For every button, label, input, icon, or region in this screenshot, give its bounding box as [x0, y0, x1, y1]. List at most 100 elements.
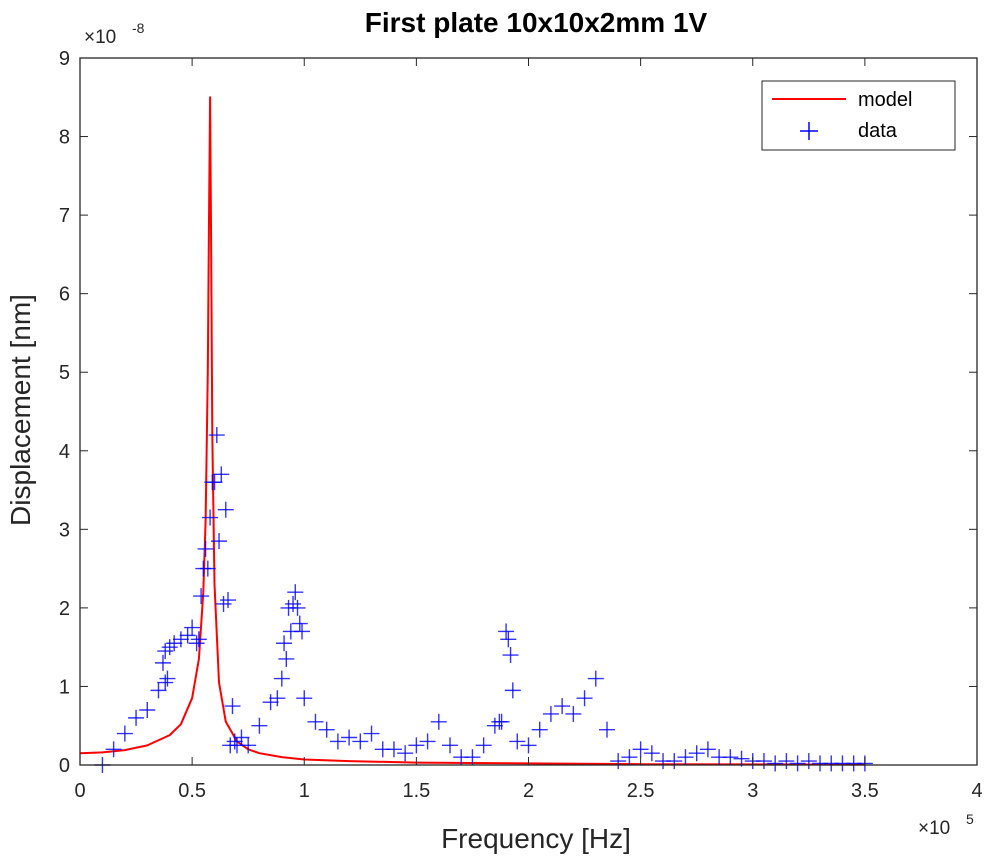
data-point: [161, 639, 178, 656]
y-tick-label: 1: [59, 676, 70, 698]
plot-frame: [79, 57, 978, 766]
data-point: [504, 682, 521, 699]
svg-text:×10: ×10: [918, 818, 950, 839]
data-point: [598, 721, 615, 738]
data-point: [486, 717, 503, 734]
x-axis-title: Frequency [Hz]: [441, 823, 631, 854]
y-tick-label: 8: [59, 127, 70, 149]
data-point: [285, 595, 302, 612]
data-point: [208, 427, 225, 444]
data-point: [520, 737, 537, 754]
x-tick-label: 4: [971, 780, 982, 802]
x-tick-label: 0: [74, 780, 85, 802]
data-point: [442, 737, 459, 754]
svg-text:×10: ×10: [84, 27, 116, 48]
data-point: [157, 643, 174, 660]
data-point: [565, 705, 582, 722]
data-point: [226, 733, 243, 750]
data-point: [199, 560, 216, 577]
x-tick-label: 3: [747, 780, 758, 802]
data-point: [352, 733, 369, 750]
data-point: [233, 729, 250, 746]
x-tick-label: 2: [523, 780, 534, 802]
data-point: [273, 670, 290, 687]
y-tick-label: 2: [59, 598, 70, 620]
data-point: [276, 635, 293, 652]
data-point: [587, 670, 604, 687]
data-point: [251, 717, 268, 734]
svg-text:5: 5: [966, 811, 974, 827]
data-point: [197, 540, 214, 557]
data-point: [179, 627, 196, 644]
data-point: [722, 749, 739, 766]
data-point: [269, 690, 286, 707]
data-point: [767, 755, 784, 772]
data-point: [733, 750, 750, 767]
y-axis-title: Displacement [nm]: [5, 294, 36, 526]
data-point: [240, 737, 257, 754]
data-point: [139, 702, 156, 719]
data-point: [385, 741, 402, 758]
data-point: [464, 749, 481, 766]
x-tick-label: 0.5: [178, 780, 206, 802]
data-point: [262, 694, 279, 711]
data-point: [509, 733, 526, 750]
data-point: [190, 631, 207, 648]
y-exponent-label: ×10 -8: [84, 20, 145, 48]
data-point: [699, 741, 716, 758]
data-point: [329, 733, 346, 750]
data-point: [643, 745, 660, 762]
data-point: [621, 749, 638, 766]
legend: model data: [761, 80, 956, 151]
x-tick-label: 1.5: [402, 780, 430, 802]
legend-model-label: model: [858, 89, 912, 111]
legend-data-swatch: [800, 122, 818, 140]
data-point: [202, 509, 219, 526]
data-point: [531, 721, 548, 738]
svg-text:-8: -8: [132, 20, 145, 36]
legend-data-label: data: [858, 120, 898, 142]
data-point: [498, 623, 515, 640]
data-point: [576, 690, 593, 707]
y-tick-label: 0: [59, 755, 70, 777]
data-point: [688, 745, 705, 762]
x-tick-label: 1: [299, 780, 310, 802]
data-point: [307, 713, 324, 730]
data-point: [493, 713, 510, 730]
plot-background: [80, 58, 977, 765]
data-point: [397, 745, 414, 762]
data-point: [632, 741, 649, 758]
data-point: [220, 592, 237, 609]
data-point: [289, 599, 306, 616]
data-point: [419, 733, 436, 750]
data-point: [128, 709, 145, 726]
data-point: [150, 682, 167, 699]
y-tick-label: 6: [59, 284, 70, 306]
data-point: [105, 741, 122, 758]
data-point: [157, 674, 174, 691]
chart-title: First plate 10x10x2mm 1V: [365, 7, 708, 38]
data-point: [294, 623, 311, 640]
data-point: [184, 619, 201, 636]
data-point: [116, 725, 133, 742]
x-tick-label: 2.5: [627, 780, 655, 802]
data-point: [287, 584, 304, 601]
y-tick-label: 3: [59, 519, 70, 541]
y-tick-label: 9: [59, 48, 70, 70]
y-tick-label: 5: [59, 362, 70, 384]
data-point: [172, 631, 189, 648]
data-point: [610, 753, 627, 770]
data-point: [217, 501, 234, 518]
data-point: [211, 533, 228, 550]
y-tick-label: 4: [59, 441, 70, 463]
data-point: [341, 729, 358, 746]
plot-layer: [79, 96, 873, 773]
data-point: [213, 466, 230, 483]
data-point: [188, 635, 205, 652]
data-point: [224, 698, 241, 715]
data-point: [677, 749, 694, 766]
data-point: [502, 647, 519, 664]
data-point: [542, 705, 559, 722]
data-point: [778, 753, 795, 770]
